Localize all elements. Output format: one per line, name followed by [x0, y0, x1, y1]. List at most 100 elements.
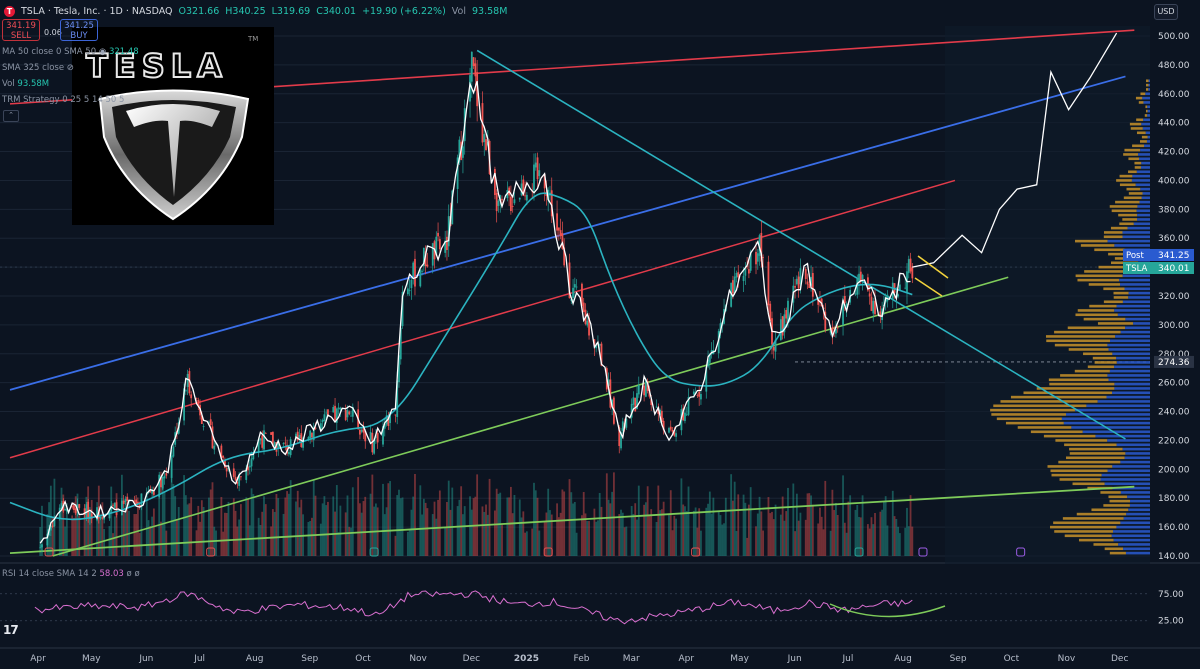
collapse-indicators-button[interactable]: ⌃ — [3, 110, 19, 122]
currency-selector[interactable]: USD — [1154, 4, 1178, 20]
candle-body — [861, 274, 864, 280]
profile-bar-up — [1069, 452, 1126, 455]
profile-bar-up — [1049, 382, 1115, 386]
profile-bar-down — [1100, 478, 1150, 481]
volume-bar — [867, 524, 869, 556]
candle-body — [462, 146, 464, 158]
profile-bar-up — [1045, 335, 1116, 338]
profile-bar-down — [1124, 456, 1150, 460]
profile-bar-down — [1095, 434, 1150, 438]
volume-bar — [605, 473, 608, 556]
volume-bar — [820, 516, 823, 556]
volume-bar — [209, 489, 212, 556]
volume-bar — [460, 486, 463, 556]
volume-bar — [648, 515, 651, 556]
tradingview-logo-icon[interactable]: 17 — [3, 623, 19, 637]
volume-bar — [618, 514, 621, 556]
candle-body — [396, 380, 399, 417]
volume-bar — [138, 532, 141, 556]
time-tick: Nov — [409, 654, 427, 664]
volume-bar — [733, 481, 736, 556]
volume-bar — [64, 526, 66, 556]
volume-bar — [447, 480, 450, 556]
profile-bar-down — [1142, 127, 1150, 130]
volume-bar — [140, 507, 143, 556]
volume-bar — [49, 485, 52, 556]
volume-bar — [835, 502, 837, 556]
indicator-sma325[interactable]: SMA 325 close ⊘ — [2, 63, 74, 73]
volume-bar — [414, 473, 416, 556]
candle-body — [135, 499, 138, 505]
profile-bar-down — [1116, 356, 1150, 360]
rsi-header[interactable]: RSI 14 close SMA 14 2 58.03 ø ø — [2, 569, 140, 579]
volume-bar — [41, 505, 43, 556]
volume-bar — [625, 526, 628, 556]
candle-body — [140, 493, 143, 508]
buy-button[interactable]: 341.25 BUY — [60, 19, 98, 41]
candle-body — [632, 397, 635, 405]
candle-body — [160, 476, 162, 488]
candle-body — [124, 498, 127, 502]
candle-body — [856, 278, 859, 295]
volume-bar — [563, 491, 566, 556]
candle-body — [277, 441, 280, 449]
indicator-trm[interactable]: TRM Strategy 0 25 5 14 50 5 — [2, 95, 124, 105]
candle-body — [284, 442, 287, 444]
candle-body — [188, 371, 191, 394]
candle-body — [573, 284, 576, 288]
candle-body — [307, 437, 310, 440]
volume-bar — [561, 489, 564, 556]
profile-bar-down — [1082, 430, 1150, 434]
volume-bar — [655, 521, 658, 556]
volume-bar — [275, 494, 278, 556]
volume-bar — [238, 519, 241, 556]
volume-bar — [811, 504, 814, 556]
sell-button[interactable]: 341.19 SELL — [2, 19, 40, 41]
volume-bar — [758, 496, 761, 556]
volume-bar — [311, 517, 313, 556]
indicator-volume[interactable]: Vol 93.58M — [2, 79, 49, 89]
candle-body — [344, 409, 347, 421]
volume-bar — [359, 503, 361, 556]
volume-bar — [568, 479, 571, 556]
volume-bar — [398, 489, 400, 556]
volume-bar — [101, 502, 104, 556]
profile-bar-down — [1133, 222, 1150, 226]
profile-bar-down — [1109, 369, 1150, 373]
profile-bar-up — [1053, 521, 1121, 525]
candle-body — [374, 435, 377, 439]
profile-bar-down — [1140, 148, 1150, 152]
candle-body — [898, 284, 901, 291]
volume-bar — [232, 498, 235, 556]
candle-body — [779, 319, 782, 340]
volume-bar — [501, 525, 503, 556]
symbol-title[interactable]: TSLA · Tesla, Inc. · 1D · NASDAQ — [21, 5, 173, 17]
profile-bar-up — [1054, 530, 1113, 533]
sma325-label: SMA 325 close — [2, 63, 65, 73]
candle-body — [273, 442, 276, 446]
price-tick: 360.00 — [1158, 234, 1190, 244]
volume-bar — [682, 504, 685, 556]
eye-icon[interactable]: ◉ — [98, 47, 107, 57]
price-tick: 500.00 — [1158, 32, 1190, 42]
eye-off-icon[interactable]: ⊘ — [66, 63, 74, 73]
volume-bar — [170, 465, 173, 556]
indicator-ma50[interactable]: MA 50 close 0 SMA 50 ◉ 321.48 — [2, 47, 139, 57]
volume-bar — [769, 513, 772, 556]
candle-body — [122, 500, 125, 504]
volume-bar — [399, 498, 402, 556]
candle-body — [298, 434, 301, 439]
price-tick: 380.00 — [1158, 205, 1190, 215]
candle-body — [561, 233, 564, 249]
candle-body — [524, 195, 527, 197]
candle-body — [518, 197, 521, 200]
volume-bar — [124, 501, 127, 556]
volume-bar — [684, 506, 686, 556]
volume-bar — [705, 507, 708, 556]
candle-body — [41, 544, 43, 548]
volume-bar — [89, 514, 91, 556]
candle-body — [275, 442, 278, 452]
volume-bar — [321, 503, 324, 556]
candle-body — [511, 206, 514, 207]
